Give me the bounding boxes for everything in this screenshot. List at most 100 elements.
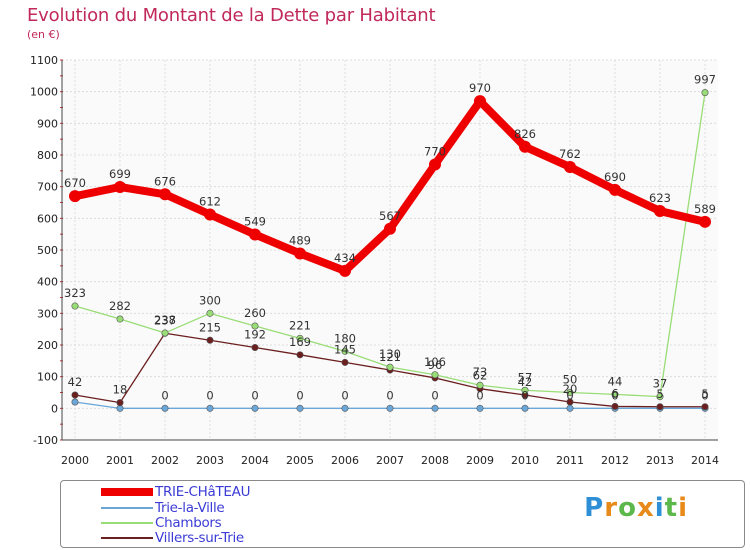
y-tick-label: 300 <box>37 307 58 320</box>
x-tick-label: 2001 <box>106 454 134 467</box>
data-label: 20 <box>563 382 578 396</box>
legend-label: TRIE-CHâTEAU <box>155 484 251 500</box>
legend-label: Trie-la-Ville <box>155 500 225 516</box>
data-point <box>71 398 79 406</box>
legend-swatch <box>101 522 153 524</box>
data-label: 282 <box>109 299 131 313</box>
data-label: 970 <box>469 81 491 95</box>
x-tick-label: 2007 <box>376 454 404 467</box>
x-tick-label: 2013 <box>646 454 674 467</box>
data-label: 237 <box>154 313 176 327</box>
legend-item-villers-sur-trie: Villers-sur-Trie <box>101 530 244 546</box>
data-point <box>701 403 709 411</box>
x-tick-label: 2005 <box>286 454 314 467</box>
y-tick-label: -100 <box>33 434 58 447</box>
data-label: 62 <box>473 369 488 383</box>
data-label: 0 <box>251 388 258 402</box>
data-point <box>656 393 664 401</box>
data-label: 6 <box>611 386 618 400</box>
data-point <box>206 309 214 317</box>
x-tick-label: 2008 <box>421 454 449 467</box>
data-point <box>251 404 259 412</box>
data-point <box>159 188 171 201</box>
data-label: 612 <box>199 195 221 209</box>
y-tick-label: 100 <box>37 371 58 384</box>
data-label: 5 <box>701 387 708 401</box>
data-label: 37 <box>653 377 668 391</box>
x-tick-label: 2002 <box>151 454 179 467</box>
data-label: 96 <box>428 358 443 372</box>
data-point <box>431 404 439 412</box>
data-label: 260 <box>244 306 266 320</box>
data-point <box>611 390 619 398</box>
data-point <box>206 336 214 344</box>
data-label: 145 <box>334 342 356 356</box>
data-label: 300 <box>199 293 221 307</box>
data-label: 18 <box>113 383 128 397</box>
legend-item-chambors: Chambors <box>101 515 222 531</box>
data-point <box>206 404 214 412</box>
chart: -100010020030040050060070080090010001100… <box>30 54 719 467</box>
data-label: 489 <box>289 233 311 247</box>
data-label: 5 <box>656 387 663 401</box>
data-point <box>251 322 259 330</box>
legend-label: Villers-sur-Trie <box>155 530 244 546</box>
data-label: 42 <box>518 375 533 389</box>
data-point <box>296 334 304 342</box>
legend: TRIE-CHâTEAU Trie-la-Ville Chambors Vill… <box>60 480 745 548</box>
legend-swatch <box>101 507 153 509</box>
data-point <box>654 205 666 218</box>
data-label: 44 <box>608 374 623 388</box>
x-tick-label: 2009 <box>466 454 494 467</box>
y-tick-label: 800 <box>37 149 58 162</box>
y-tick-label: 500 <box>37 244 58 257</box>
data-point <box>251 344 259 352</box>
x-tick-label: 2012 <box>601 454 629 467</box>
data-label: 0 <box>296 388 303 402</box>
data-label: 0 <box>341 388 348 402</box>
y-tick-label: 700 <box>37 181 58 194</box>
data-point <box>519 140 531 153</box>
data-label: 0 <box>476 388 483 402</box>
data-point <box>339 264 351 277</box>
legend-label: Chambors <box>155 515 222 531</box>
data-label: 121 <box>379 350 401 364</box>
x-tick-label: 2006 <box>331 454 359 467</box>
data-point <box>249 228 261 241</box>
y-tick-label: 1000 <box>30 86 58 99</box>
legend-swatch <box>101 537 153 539</box>
y-tick-label: 600 <box>37 212 58 225</box>
data-label: 567 <box>379 209 401 223</box>
data-label: 57 <box>518 370 533 384</box>
data-point <box>204 208 216 221</box>
data-point <box>341 347 349 355</box>
y-tick-label: 400 <box>37 276 58 289</box>
legend-item-trie-chateau: TRIE-CHâTEAU <box>101 484 250 500</box>
data-label: 169 <box>289 335 311 349</box>
data-point <box>431 371 439 379</box>
data-label: 676 <box>154 174 176 188</box>
logo-letter: r <box>604 493 619 523</box>
data-label: 0 <box>206 388 213 402</box>
data-label: 238 <box>154 313 176 327</box>
data-label: 106 <box>424 355 446 369</box>
data-point <box>69 190 81 203</box>
data-point <box>566 398 574 406</box>
data-label: 130 <box>379 347 401 361</box>
data-label: 670 <box>64 176 86 190</box>
data-label: 699 <box>109 167 131 181</box>
logo-letter: i <box>654 493 665 523</box>
data-label: 623 <box>649 191 671 205</box>
chart-title: Evolution du Montant de la Dette par Hab… <box>27 5 436 26</box>
data-label: 0 <box>431 388 438 402</box>
data-point <box>116 315 124 323</box>
data-label: 0 <box>161 388 168 402</box>
data-point <box>386 363 394 371</box>
logo-letter: x <box>636 493 655 523</box>
data-point <box>161 329 169 337</box>
data-point <box>71 302 79 310</box>
data-point <box>476 404 484 412</box>
data-label: 434 <box>334 251 356 265</box>
data-point <box>296 404 304 412</box>
data-label: 42 <box>68 375 83 389</box>
